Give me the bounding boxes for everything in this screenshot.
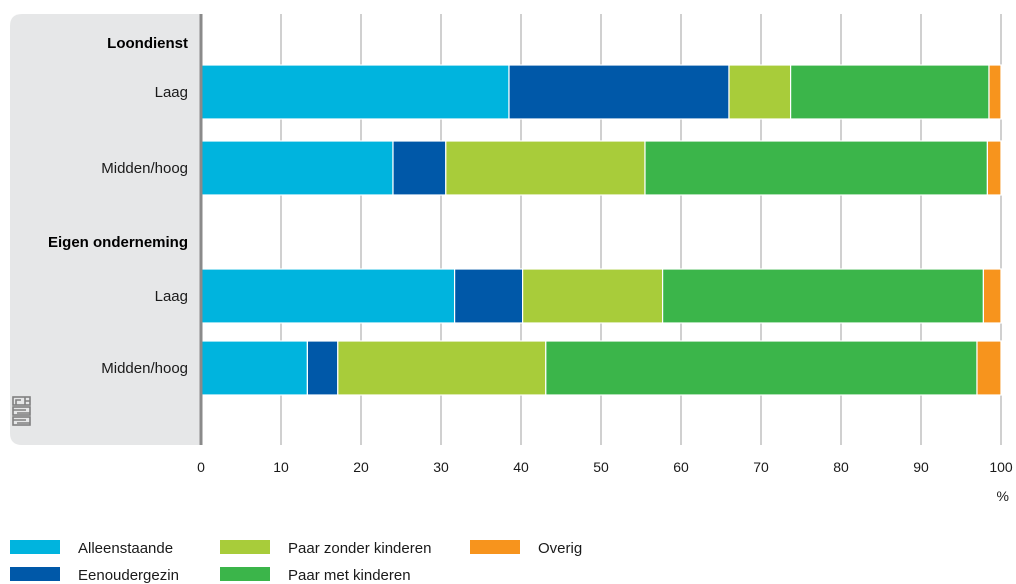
bar-segment (392, 140, 447, 196)
bar-segment (200, 268, 456, 324)
bar-segment (200, 64, 510, 120)
bar-segment (521, 268, 664, 324)
x-tick-label: 70 (753, 459, 769, 475)
bar-segment (986, 140, 1002, 196)
bar-segment (661, 268, 984, 324)
bar-segment (545, 340, 978, 396)
x-tick-label: 60 (673, 459, 689, 475)
x-tick-label: 100 (989, 459, 1013, 475)
bar-segment (337, 340, 547, 396)
x-tick-label: 80 (833, 459, 849, 475)
legend-label: Overig (538, 540, 582, 557)
legend-swatch (10, 567, 60, 581)
category-label: Midden/hoog (101, 360, 188, 377)
legend: Alleenstaande Eenoudergezin Paar zonder ki… (10, 540, 582, 584)
x-tick-label: 20 (353, 459, 369, 475)
x-tick-labels: 0 10 20 30 40 50 60 70 80 90 100 (197, 459, 1013, 475)
category-label: Laag (155, 84, 188, 101)
category-label: Midden/hoog (101, 160, 188, 177)
bar-segment (454, 268, 524, 324)
bar-segment (789, 64, 990, 120)
x-tick-label: 40 (513, 459, 529, 475)
legend-swatch (220, 567, 270, 581)
legend-label: Alleenstaande (78, 540, 173, 557)
legend-label: Paar met kinderen (288, 567, 411, 584)
bar-segment (976, 340, 1002, 396)
category-label: Laag (155, 288, 188, 305)
bar-segment (988, 64, 1002, 120)
bar-segment (508, 64, 730, 120)
legend-label: Eenoudergezin (78, 567, 179, 584)
x-tick-label: 50 (593, 459, 609, 475)
category-label-panel (10, 14, 201, 445)
cbs-logo-icon (12, 396, 31, 426)
x-tick-label: 30 (433, 459, 449, 475)
group-label: Loondienst (107, 35, 188, 52)
x-axis-unit: % (997, 488, 1009, 504)
bar-segment (982, 268, 1002, 324)
legend-label: Paar zonder kinderen (288, 540, 431, 557)
group-label: Eigen onderneming (48, 234, 188, 251)
bar-segment (445, 140, 646, 196)
bar-stacks (200, 64, 1002, 396)
x-tick-label: 10 (273, 459, 289, 475)
bar-segment (200, 140, 394, 196)
category-labels: Loondienst Eigen onderneming Laag Midden/ho… (48, 35, 188, 377)
x-tick-label: 90 (913, 459, 929, 475)
bar-segment (728, 64, 792, 120)
x-tick-label: 0 (197, 459, 205, 475)
bar-segment (200, 340, 309, 396)
legend-swatch (470, 540, 520, 554)
bar-segment (644, 140, 988, 196)
legend-swatch (10, 540, 60, 554)
bar-segment (306, 340, 339, 396)
legend-swatch (220, 540, 270, 554)
